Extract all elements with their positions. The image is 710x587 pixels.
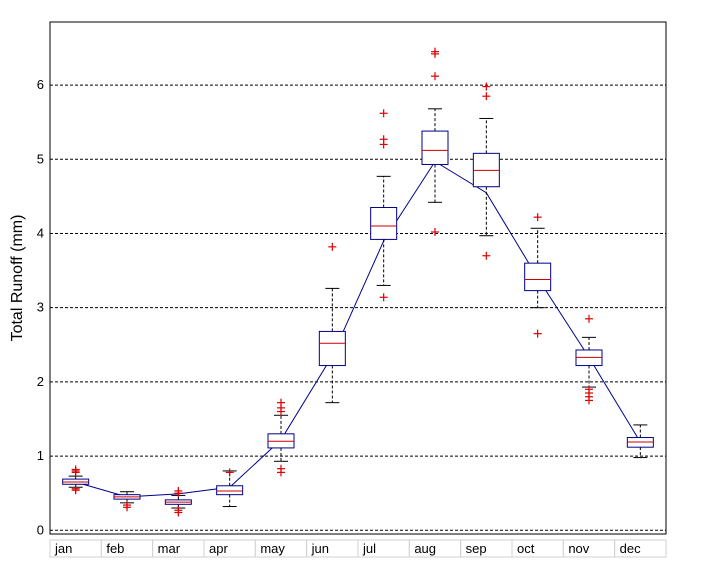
iqr-box	[216, 485, 244, 496]
x-tick-label-aug: aug	[414, 541, 436, 556]
outlier-marker	[431, 72, 439, 81]
x-tick-label-jun: jun	[311, 541, 329, 556]
x-tick-label-jan: jan	[54, 541, 72, 556]
iqr-box	[370, 207, 398, 240]
x-cell-dec	[614, 539, 667, 558]
outlier-marker	[585, 314, 593, 323]
x-axis-category-cells: jan feb mar apr may jun jul aug sep oct nov dec	[49, 539, 667, 558]
outlier-marker	[379, 293, 388, 302]
outlier-marker	[379, 135, 388, 144]
y-tick-label-0: 0	[37, 522, 44, 537]
box-mar	[164, 486, 192, 517]
x-tick-label-dec: dec	[620, 541, 641, 556]
outlier-marker	[533, 329, 542, 338]
outlier-marker	[482, 251, 491, 260]
x-tick-label-sep: sep	[466, 541, 487, 556]
y-tick-label-6: 6	[37, 77, 44, 92]
outlier-marker	[174, 506, 183, 515]
outlier-marker	[174, 486, 183, 495]
outlier-marker	[585, 385, 593, 394]
box-jun	[318, 242, 346, 404]
outlier-marker	[533, 213, 542, 222]
box-jul	[370, 109, 398, 302]
x-tick-label-jul: jul	[362, 541, 376, 556]
y-tick-label-2: 2	[37, 374, 44, 389]
outlier-marker	[71, 484, 80, 493]
outlier-marker	[277, 464, 285, 473]
outlier-marker	[482, 82, 491, 91]
outlier-marker	[277, 398, 285, 407]
iqr-box	[421, 130, 449, 165]
x-tick-label-mar: mar	[158, 541, 181, 556]
x-tick-label-may: may	[260, 541, 285, 556]
box-sep	[472, 82, 500, 260]
outlier-marker	[482, 92, 491, 101]
box-oct	[524, 213, 552, 338]
outlier-marker	[328, 242, 337, 251]
y-axis-label: Total Runoff (mm)	[9, 215, 26, 342]
mean-line-layer	[75, 160, 641, 498]
iqr-box	[318, 330, 346, 367]
outlier-marker	[379, 109, 388, 118]
y-tick-label-3: 3	[37, 300, 44, 315]
outlier-marker	[123, 501, 131, 510]
x-tick-label-nov: nov	[568, 541, 589, 556]
box-dec	[626, 424, 654, 459]
plot-frame	[49, 21, 667, 535]
boxes-layer	[62, 47, 654, 517]
box-jan	[62, 465, 90, 495]
box-apr	[216, 468, 244, 508]
outlier-marker	[431, 47, 439, 56]
y-tick-label-5: 5	[37, 151, 44, 166]
iqr-box	[524, 262, 552, 292]
box-may	[267, 398, 295, 477]
box-feb	[113, 491, 141, 512]
box-nov	[575, 314, 603, 405]
axes: 0 1 2 3 4 5 6	[37, 21, 667, 537]
y-tick-label-1: 1	[37, 448, 44, 463]
x-tick-label-feb: feb	[106, 541, 124, 556]
mean-line	[75, 160, 641, 498]
box-aug	[421, 47, 449, 236]
outlier-marker	[71, 465, 80, 474]
outlier-marker	[431, 227, 439, 236]
y-tick-label-4: 4	[37, 225, 44, 240]
x-tick-label-apr: apr	[209, 541, 228, 556]
outlier-marker	[225, 468, 234, 477]
gridlines	[50, 84, 666, 531]
x-tick-label-oct: oct	[517, 541, 535, 556]
